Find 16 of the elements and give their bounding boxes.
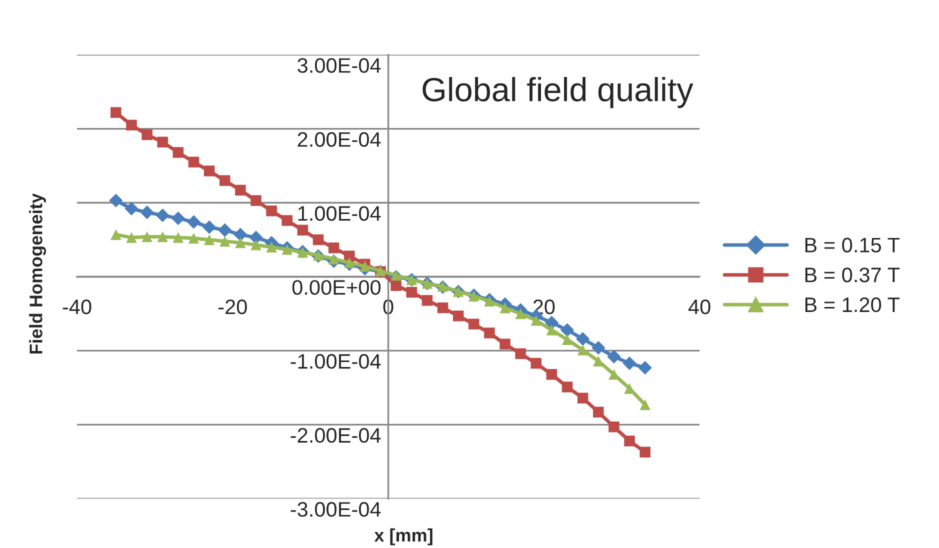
y-tick-label: 2.00E-04: [298, 132, 381, 147]
x-tick-label: -40: [62, 300, 92, 314]
y-tick-label: -2.00E-04: [290, 428, 381, 443]
text: Global field quality: [422, 76, 694, 108]
y-tick-label: 3.00E-04: [298, 58, 381, 73]
legend-label: B = 0.37 T: [805, 268, 900, 282]
legend-label: B = 1.20 T: [805, 297, 900, 312]
x-tick-label: 40: [688, 300, 710, 314]
y-tick-label: -3.00E-04: [290, 502, 381, 517]
y-tick-label: -1.00E-04: [290, 354, 381, 369]
y-tick-label: 0.00E+00: [292, 280, 381, 295]
y-tick-label: 1.00E-04: [298, 206, 381, 221]
legend-label: B = 0.15 T: [805, 238, 900, 252]
y-axis-title: Field Homogeneity: [29, 193, 46, 354]
x-tick-label: -20: [218, 300, 247, 314]
x-axis-title: x [mm]: [374, 528, 432, 546]
